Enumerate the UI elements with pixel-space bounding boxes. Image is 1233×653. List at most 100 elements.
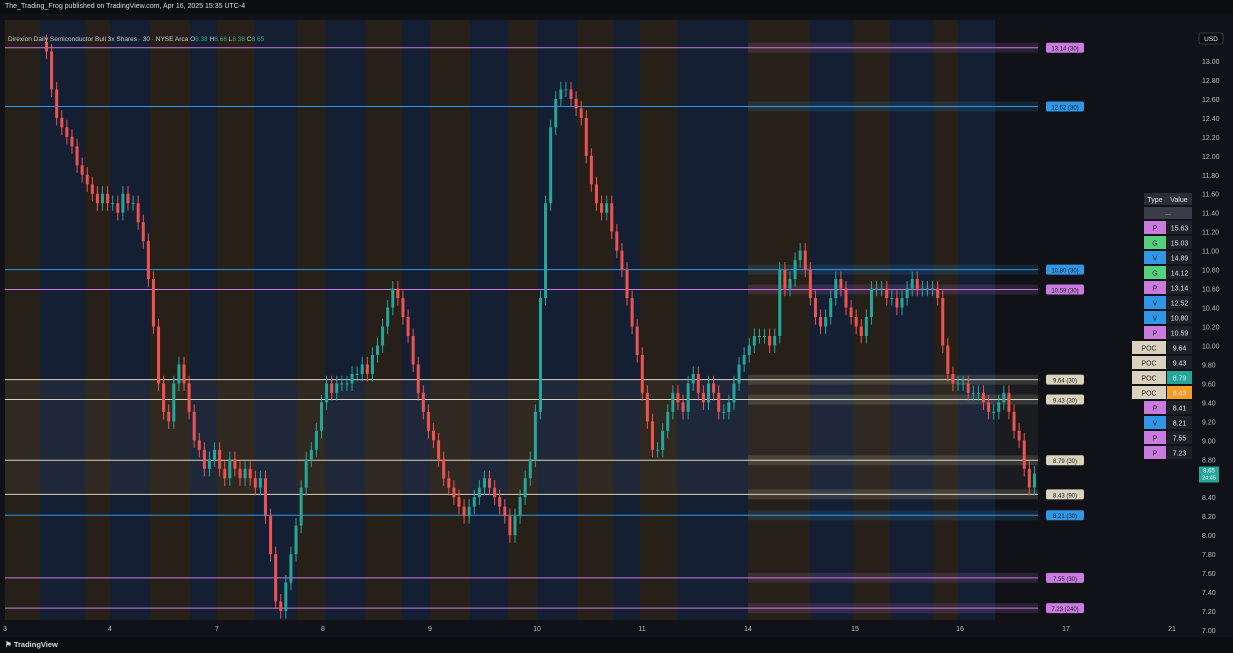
- table-type-cell: [1144, 296, 1166, 309]
- table-header-value: Value: [1170, 197, 1187, 204]
- candle-body: [584, 117, 588, 156]
- candle-body: [442, 459, 446, 479]
- table-type: V: [1153, 316, 1158, 323]
- candle-body: [686, 383, 690, 412]
- table-value-cell: [1167, 296, 1192, 309]
- candle-body: [386, 307, 390, 327]
- candle-body: [645, 392, 649, 422]
- table-type-cell: [1144, 311, 1166, 324]
- tradingview-logo[interactable]: ⚑ TradingView: [5, 637, 58, 653]
- candle-body: [915, 279, 919, 289]
- table-value-cell: [1167, 386, 1192, 399]
- candle-body: [335, 383, 339, 393]
- candle-body: [854, 317, 858, 327]
- y-tick-label: 7.80: [1202, 552, 1216, 559]
- candle-body: [594, 184, 598, 204]
- candle-body: [671, 392, 675, 412]
- table-value-cell: [1167, 236, 1192, 249]
- candle-body: [482, 478, 486, 488]
- candle-body: [844, 288, 848, 308]
- table-value: 9.64: [1173, 346, 1187, 353]
- y-tick-label: 11.40: [1202, 211, 1219, 218]
- table-value-cell: [1167, 371, 1192, 384]
- table-type-cell: [1132, 386, 1166, 399]
- y-tick-label: 9.20: [1202, 419, 1216, 426]
- candle-body: [635, 326, 639, 355]
- candle-body: [396, 288, 400, 299]
- candle-body: [880, 288, 884, 290]
- candle-body: [370, 354, 374, 374]
- candle-body: [661, 430, 665, 450]
- table-value-cell: [1167, 251, 1192, 264]
- table-value: 13.14: [1171, 286, 1189, 293]
- candle-body: [813, 298, 817, 318]
- candle-body: [197, 440, 201, 450]
- y-tick-label: 10.20: [1202, 325, 1220, 332]
- candle-body: [523, 478, 527, 498]
- level-label-box: [1046, 394, 1084, 405]
- table-type-cell: [1144, 326, 1166, 339]
- candle-body: [432, 430, 436, 441]
- level-label-box: [1046, 489, 1084, 500]
- level-zone: [748, 394, 1038, 405]
- candle-body: [1012, 411, 1016, 431]
- summary-table: Type Value... P 15.63 G 15.03 V 14.89 G 14.12 P 13.…: [1132, 193, 1192, 459]
- candle-body: [345, 383, 349, 385]
- candle-body: [472, 497, 476, 507]
- candle-body: [528, 459, 532, 479]
- chart-canvas[interactable]: 13.00 12.80 12.60 12.40 12.20 12.00 11.80 11.60…: [0, 0, 1233, 637]
- level-zone: [748, 603, 1038, 614]
- level-label: 7.55 (30): [1053, 577, 1077, 583]
- candle-body: [727, 402, 731, 412]
- y-tick-label: 11.20: [1202, 230, 1219, 237]
- level-label-box: [1046, 264, 1084, 275]
- candle-body: [707, 383, 710, 403]
- table-type-cell: [1144, 281, 1166, 294]
- y-tick-label: 9.40: [1202, 400, 1216, 407]
- candle-body: [778, 269, 782, 336]
- table-value: 8.43: [1173, 391, 1187, 398]
- candle-body: [488, 478, 492, 488]
- level-label-box: [1046, 374, 1084, 385]
- level-labels: 13.14 (30) 12.52 (30) 10.80 (30) 10.59 (30)…: [1046, 42, 1219, 614]
- candle-body: [218, 449, 222, 469]
- candle-body: [101, 193, 105, 204]
- table-type: V: [1153, 256, 1158, 263]
- level-zone: [748, 510, 1038, 521]
- candle-body: [946, 345, 950, 374]
- level-label-box: [1046, 572, 1084, 583]
- session-band: [677, 20, 748, 620]
- table-type: V: [1153, 421, 1158, 428]
- y-tick-label: 7.40: [1202, 590, 1216, 597]
- candle-body: [788, 279, 792, 289]
- candle-body: [162, 383, 166, 412]
- x-tick-label: 14: [744, 626, 752, 633]
- y-tick-label: 10.80: [1202, 268, 1220, 275]
- candle-body: [467, 506, 471, 517]
- table-type: P: [1153, 226, 1158, 233]
- candle-body: [355, 373, 359, 375]
- candle-body: [773, 336, 777, 346]
- candle-body: [533, 411, 537, 460]
- level-label: 12.52 (30): [1051, 105, 1078, 111]
- candle-body: [574, 98, 578, 109]
- last-price-tag: [1199, 466, 1219, 483]
- candle-body: [106, 193, 110, 204]
- y-tick-label: 12.80: [1202, 78, 1220, 85]
- table-type-cell: [1144, 446, 1166, 459]
- currency-badge: [1198, 32, 1224, 45]
- candle-body: [309, 449, 313, 460]
- candle-body: [202, 449, 206, 469]
- countdown: 24:45: [1202, 476, 1216, 482]
- candle-body: [656, 449, 660, 451]
- ohlc-key: H: [208, 36, 215, 43]
- table-type-cell: [1144, 251, 1166, 264]
- candle-body: [213, 449, 217, 460]
- session-band: [325, 20, 365, 620]
- table-type-cell: [1144, 236, 1166, 249]
- candle-body: [437, 440, 441, 460]
- x-tick-label: 21: [1168, 626, 1176, 633]
- session-band: [508, 20, 537, 620]
- table-type-cell: [1144, 416, 1166, 429]
- candle-body: [294, 525, 298, 555]
